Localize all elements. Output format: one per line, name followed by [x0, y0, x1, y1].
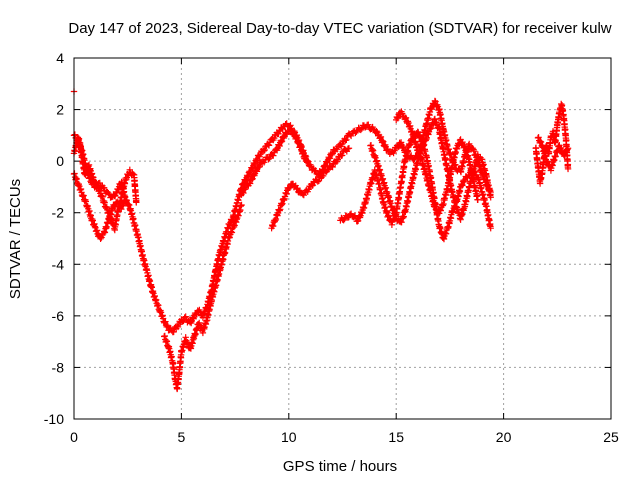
- x-tick-label: 25: [603, 429, 619, 445]
- data-point: [343, 136, 350, 143]
- data-point: [238, 201, 245, 209]
- data-point: [345, 145, 353, 152]
- data-point: [170, 328, 177, 336]
- data-point: [120, 200, 127, 208]
- tick-marks: [73, 57, 612, 420]
- data-point: [270, 152, 277, 159]
- data-point: [365, 121, 372, 128]
- data-point: [535, 134, 542, 141]
- data-point: [564, 146, 571, 153]
- x-tick-label: 5: [178, 429, 186, 445]
- data-point: [537, 138, 545, 146]
- y-tick-label: -8: [52, 359, 65, 375]
- data-point: [338, 152, 346, 159]
- data-point: [384, 145, 391, 153]
- data-point: [410, 156, 417, 163]
- x-tick-label: 20: [496, 429, 512, 445]
- data-point: [329, 163, 336, 171]
- grid: [74, 58, 611, 419]
- chart-title: Day 147 of 2023, Sidereal Day-to-day VTE…: [68, 20, 611, 37]
- y-tick-labels: -10 -8 -6 -4 -2 0 2 4: [44, 50, 64, 427]
- data-point: [474, 196, 482, 204]
- data-point: [373, 127, 380, 135]
- data-point: [340, 217, 347, 224]
- data-point: [312, 167, 319, 174]
- data-point: [324, 166, 331, 174]
- data-point: [357, 126, 364, 134]
- data-point: [133, 199, 140, 206]
- plot-frame: [73, 57, 612, 420]
- x-tick-labels: 0 5 10 15 20 25: [70, 429, 619, 445]
- data-point: [179, 318, 186, 325]
- y-axis-label: SDTVAR / TECUs: [7, 179, 24, 299]
- data-point: [162, 318, 169, 325]
- data-point: [487, 224, 494, 232]
- data-point: [487, 194, 494, 201]
- y-tick-label: -10: [44, 411, 64, 427]
- data-point: [466, 140, 473, 148]
- data-point: [302, 157, 310, 165]
- data-point: [564, 165, 572, 173]
- data-point: [251, 161, 259, 168]
- data-point: [182, 313, 189, 320]
- data-point: [287, 127, 295, 134]
- data-point: [469, 145, 476, 152]
- data-point: [105, 190, 112, 197]
- data-point: [564, 145, 572, 152]
- data-point: [300, 191, 307, 199]
- data-point: [71, 131, 79, 138]
- y-tick-label: -2: [52, 205, 65, 221]
- y-tick-label: -6: [52, 308, 65, 324]
- data-point: [265, 156, 272, 163]
- data-point: [100, 184, 108, 191]
- x-tick-label: 15: [388, 429, 404, 445]
- data-point: [333, 146, 341, 153]
- y-tick-label: 2: [56, 102, 64, 118]
- data-point: [261, 146, 268, 154]
- y-tick-label: 4: [56, 50, 64, 66]
- data-point: [126, 166, 133, 173]
- data-point: [315, 177, 323, 184]
- data-point: [266, 155, 273, 162]
- data-point: [98, 234, 105, 241]
- data-point: [97, 235, 104, 242]
- data-point: [260, 147, 268, 155]
- y-tick-label: 0: [56, 153, 64, 169]
- data-point: [122, 196, 129, 204]
- data-point: [328, 151, 335, 158]
- y-tick-label: -4: [52, 256, 65, 272]
- x-tick-label: 0: [70, 429, 78, 445]
- x-tick-label: 10: [281, 429, 297, 445]
- x-axis-label: GPS time / hours: [283, 458, 397, 475]
- data-point: [314, 178, 321, 185]
- data-point: [320, 172, 327, 179]
- data-point: [432, 203, 439, 211]
- data-points: [70, 88, 572, 393]
- data-point: [354, 217, 362, 224]
- data-point: [265, 142, 273, 149]
- data-point: [394, 115, 402, 122]
